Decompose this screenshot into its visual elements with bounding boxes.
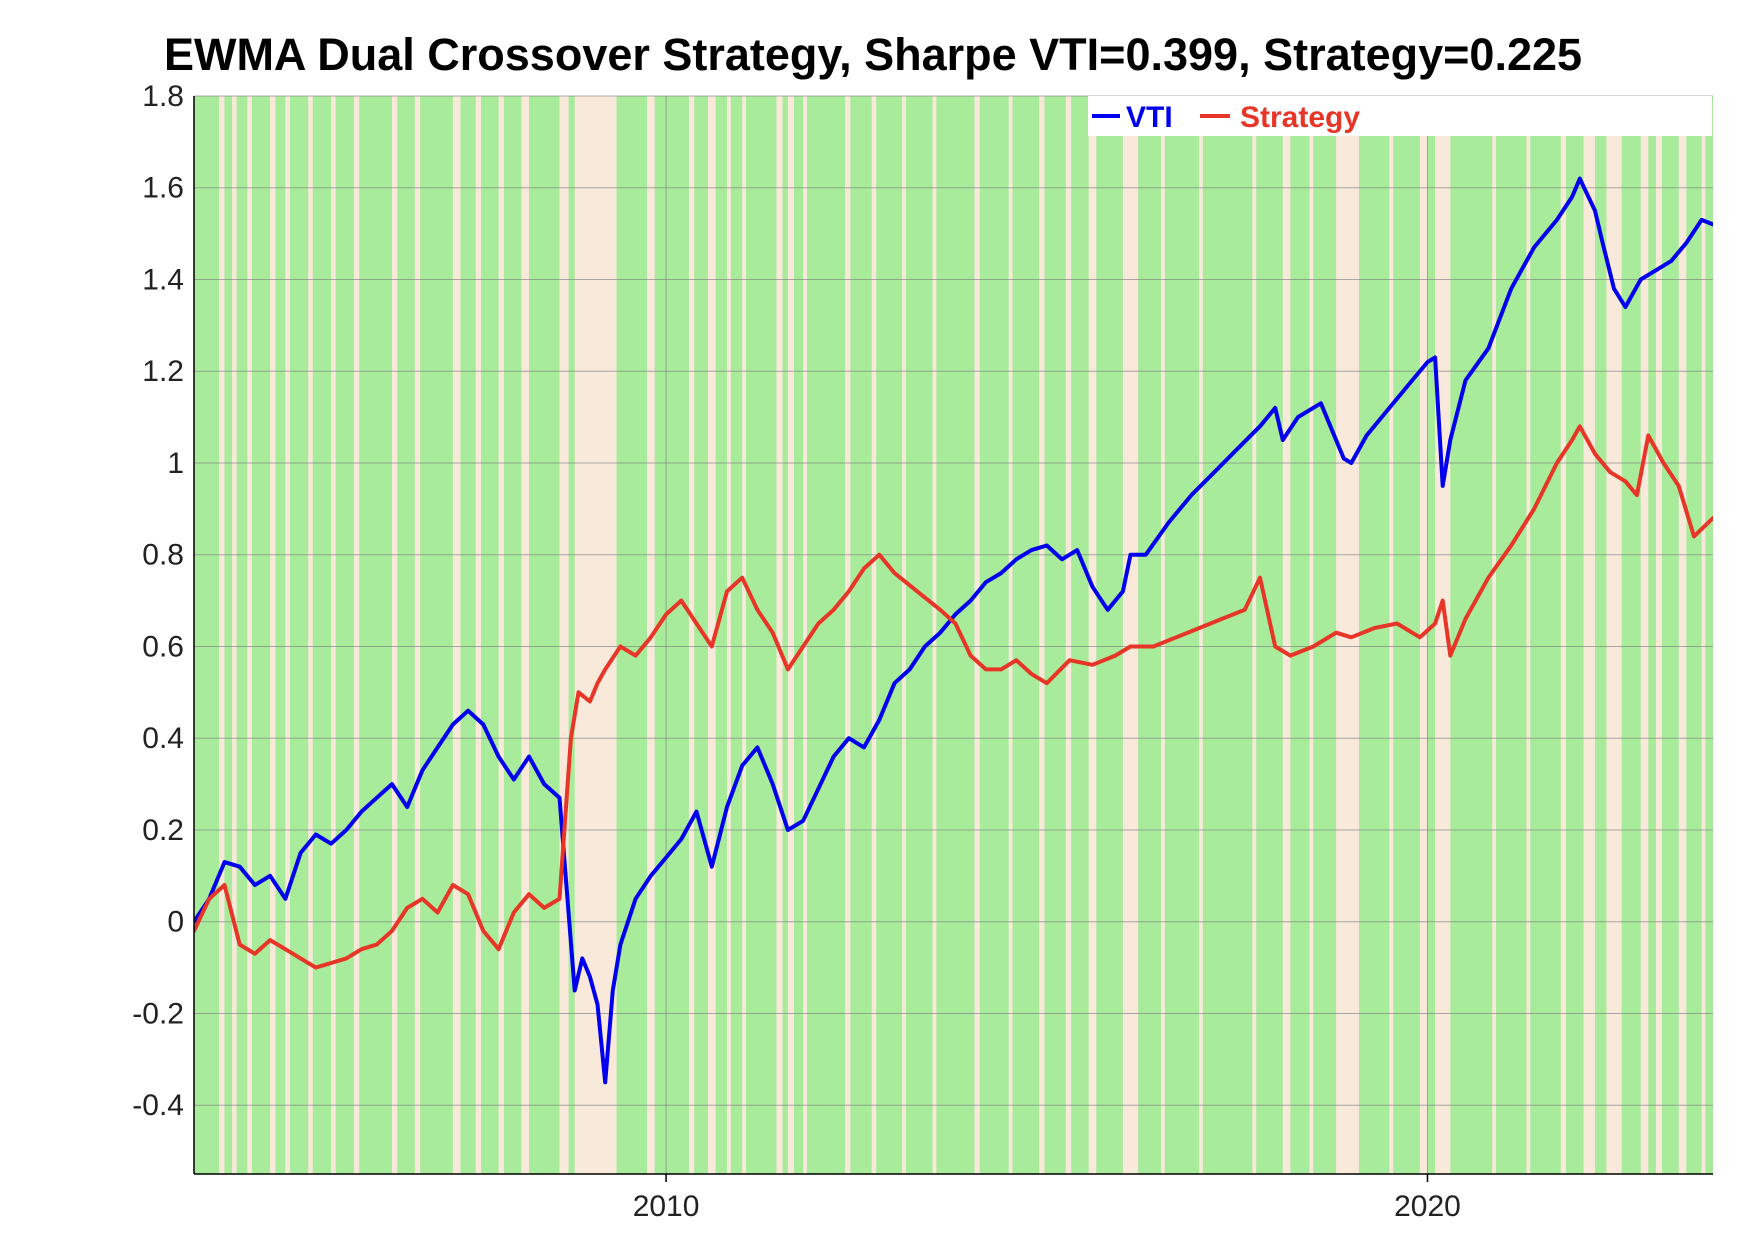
short-regime-band xyxy=(1389,96,1394,1174)
short-regime-band xyxy=(1583,96,1595,1174)
y-tick-label: 0.6 xyxy=(142,630,184,663)
short-regime-band xyxy=(776,96,783,1174)
short-regime-band xyxy=(1282,96,1291,1174)
y-tick-label: 1.2 xyxy=(142,355,184,388)
short-regime-band xyxy=(1309,96,1314,1174)
short-regime-band xyxy=(331,96,336,1174)
series-line-vti xyxy=(194,176,1713,1085)
y-tick-label: 1.8 xyxy=(142,80,184,113)
short-regime-band xyxy=(391,96,398,1174)
short-regime-band xyxy=(1655,96,1662,1174)
y-tick-label: 1 xyxy=(167,447,184,480)
short-regime-band xyxy=(475,96,482,1174)
short-regime-band xyxy=(452,96,461,1174)
plot-background xyxy=(194,96,1713,1174)
short-regime-band xyxy=(270,96,276,1174)
short-regime-band xyxy=(1252,96,1257,1174)
series-line-strategy xyxy=(194,424,1713,970)
short-regime-band xyxy=(845,96,851,1174)
short-regime-band xyxy=(1492,96,1496,1174)
short-regime-band xyxy=(1678,96,1687,1174)
y-tick-label: 0.2 xyxy=(142,814,184,847)
short-regime-band xyxy=(1701,96,1706,1174)
short-regime-band xyxy=(308,96,313,1174)
short-regime-band xyxy=(414,96,421,1174)
short-regime-band xyxy=(498,96,504,1174)
short-regime-band xyxy=(1065,96,1072,1174)
y-tick-label: 0 xyxy=(167,906,184,939)
y-tick-label: -0.2 xyxy=(132,997,184,1030)
short-regime-band xyxy=(688,96,695,1174)
short-regime-band xyxy=(521,96,530,1174)
short-regime-band xyxy=(803,96,807,1174)
short-regime-band xyxy=(1039,96,1045,1174)
short-regime-band xyxy=(1606,96,1622,1174)
y-tick-label: 0.8 xyxy=(142,539,184,572)
short-regime-band xyxy=(285,96,290,1174)
legend-box xyxy=(1088,96,1712,136)
regime-bands xyxy=(219,96,1706,1174)
short-regime-band xyxy=(1122,96,1139,1174)
tick-labels: -0.4 -0.2 0 0.2 0.4 0.6 0.8 1 1.2 1.4 1.6 1.8 2010 20… xyxy=(132,80,1461,1223)
legend-strategy-label: Strategy xyxy=(1240,101,1360,134)
y-tick-label: -0.4 xyxy=(132,1089,184,1122)
short-regime-band xyxy=(1435,96,1451,1174)
short-regime-band xyxy=(787,96,794,1174)
short-regime-band xyxy=(559,96,569,1174)
series-lines xyxy=(194,176,1713,1085)
short-regime-band xyxy=(1008,96,1013,1174)
short-regime-band xyxy=(902,96,906,1174)
short-regime-band xyxy=(1088,96,1097,1174)
short-regime-band xyxy=(1560,96,1567,1174)
x-tick-label: 2010 xyxy=(633,1190,700,1223)
short-regime-band xyxy=(742,96,747,1174)
chart-title: EWMA Dual Crossover Strategy, Sharpe VTI… xyxy=(164,29,1582,80)
short-regime-band xyxy=(1526,96,1531,1174)
short-regime-band xyxy=(871,96,877,1174)
short-regime-band xyxy=(726,96,731,1174)
short-regime-band xyxy=(707,96,716,1174)
gridlines xyxy=(194,95,1713,1174)
short-regime-band xyxy=(353,96,360,1174)
short-regime-band xyxy=(974,96,980,1174)
short-regime-band xyxy=(1199,96,1203,1174)
y-tick-label: 1.4 xyxy=(142,263,184,296)
short-regime-band xyxy=(932,96,937,1174)
short-regime-band xyxy=(219,96,225,1174)
legend-vti-label: VTI xyxy=(1126,101,1173,134)
y-tick-label: 0.4 xyxy=(142,722,184,755)
short-regime-band xyxy=(1160,96,1165,1174)
legend: VTI Strategy xyxy=(1088,96,1712,136)
short-regime-band xyxy=(1640,96,1649,1174)
x-tick-label: 2020 xyxy=(1394,1190,1461,1223)
axes xyxy=(193,96,1713,1175)
short-regime-band xyxy=(247,96,252,1174)
short-regime-band xyxy=(232,96,237,1174)
y-tick-label: 1.6 xyxy=(142,172,184,205)
